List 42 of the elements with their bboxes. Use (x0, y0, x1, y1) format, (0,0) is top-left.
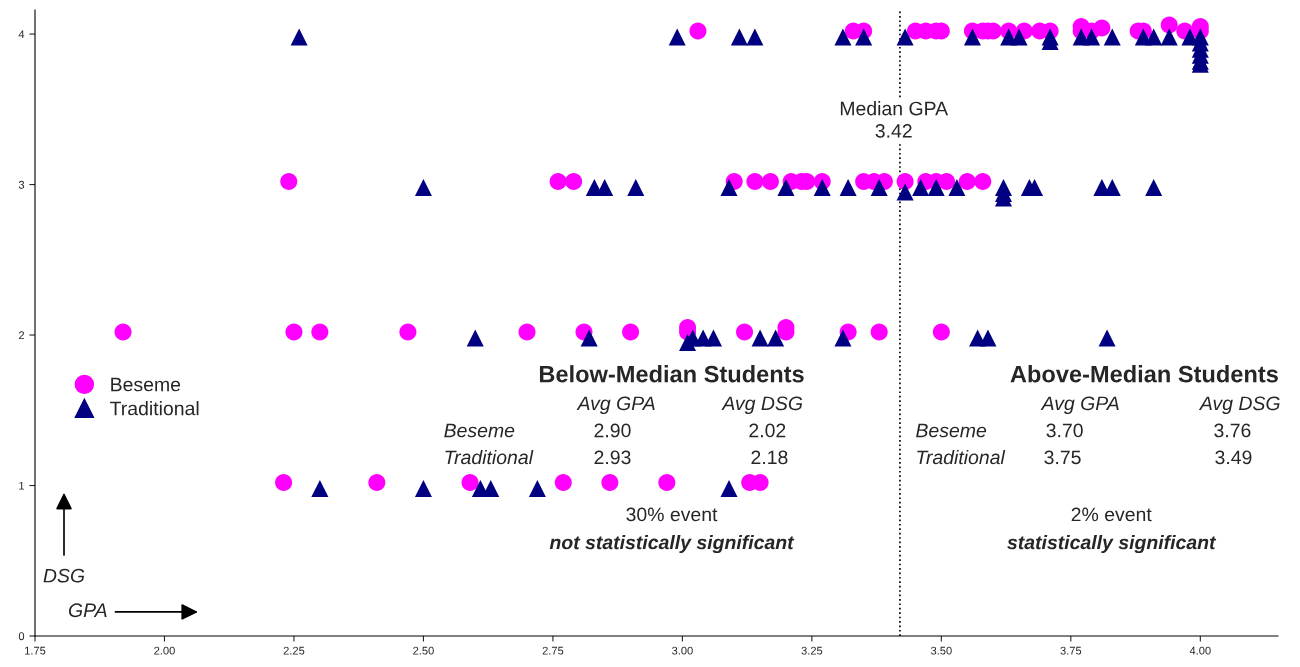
x-tick-label: 3.75 (1060, 646, 1082, 655)
x-tick-label: 2.00 (154, 646, 175, 655)
y-axis-title: DSG (43, 568, 85, 583)
annotation: 3.76 (1214, 423, 1251, 438)
annotation: Above-Median Students (1010, 365, 1278, 383)
x-tick-label: 2.50 (413, 646, 434, 655)
annotation: 2.18 (751, 450, 788, 465)
annotation: 2.02 (749, 423, 786, 438)
x-tick-label: 3.00 (672, 646, 693, 655)
y-tick-label: 3 (18, 180, 25, 189)
annotation: 2.90 (594, 423, 631, 438)
annotation: statistically significant (1007, 534, 1217, 554)
annotation: 2% event (1071, 507, 1152, 522)
legend-label: Beseme (111, 377, 181, 392)
y-tick-label: 1 (19, 481, 25, 490)
y-tick-label: 0 (18, 632, 25, 641)
annotation: 3.70 (1046, 423, 1083, 438)
annotation: Avg DSG (721, 396, 803, 415)
x-tick-label: 3.50 (930, 646, 952, 655)
annotation: 3.75 (1044, 450, 1081, 465)
x-axis-title: GPA (68, 603, 107, 618)
annotation: Traditional (445, 449, 534, 465)
ref-line-label: Median GPA 3.42 (840, 101, 949, 138)
annotation: Avg GPA (576, 396, 655, 415)
annotation: Below-Median Students (539, 365, 804, 383)
x-tick-label: 2.25 (283, 646, 305, 655)
x-tick-label: 2.75 (542, 646, 564, 655)
x-tick-label: 1.75 (25, 646, 46, 655)
y-tick-label: 4 (18, 30, 25, 39)
annotation: Beseme (916, 423, 987, 438)
annotation: 2.93 (594, 450, 631, 465)
annotation: 3.49 (1215, 450, 1252, 465)
annotation: Avg GPA (1040, 396, 1119, 415)
legend-label: Traditional (110, 401, 199, 416)
x-tick-label: 4.00 (1189, 646, 1211, 655)
annotation: Avg DSG (1198, 396, 1280, 415)
annotation: not statistically significant (549, 534, 795, 554)
annotation: Traditional (917, 449, 1006, 465)
y-tick-label: 2 (18, 331, 25, 340)
annotation: 30% event (626, 507, 718, 522)
x-tick-label: 3.25 (801, 646, 823, 655)
annotation: Beseme (444, 423, 515, 438)
